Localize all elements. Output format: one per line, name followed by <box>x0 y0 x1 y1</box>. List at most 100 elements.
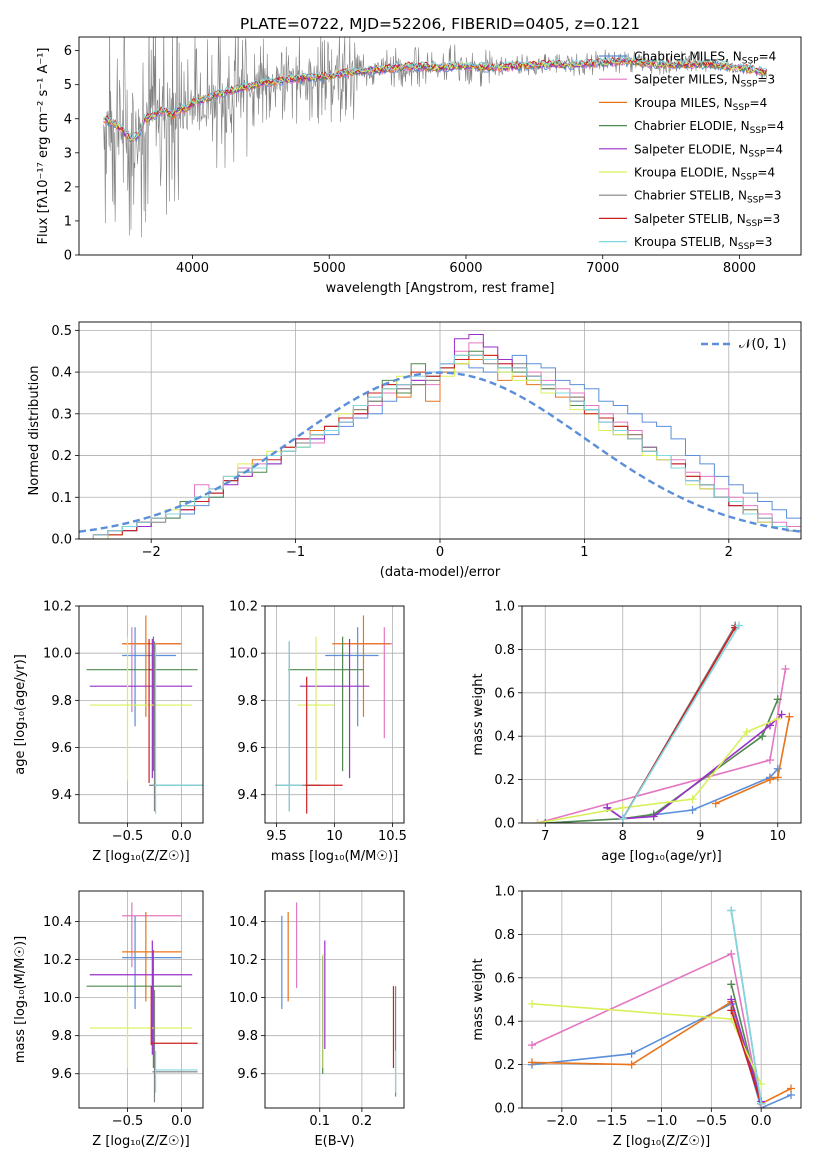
y-tick-label: 10.0 <box>43 991 72 1006</box>
y-tick-label: 0.6 <box>494 971 515 986</box>
axes-frame <box>264 605 405 824</box>
y-tick-label: 9.6 <box>237 1067 258 1082</box>
y-tick-label: 9.8 <box>237 694 258 709</box>
plot-area-mass_vs_Z <box>86 902 198 1103</box>
legend-label-sub: SSP <box>741 80 758 90</box>
legend-label-main: Salpeter ELODIE, N <box>634 142 748 156</box>
legend-label-main: Salpeter STELIB, N <box>634 212 746 226</box>
legend-label-tail: =4 <box>750 96 768 110</box>
weight-marker <box>727 906 736 915</box>
y-tick-label: 10.0 <box>229 991 258 1006</box>
y-tick-label: 9.8 <box>51 1029 72 1044</box>
legend-label: Salpeter ELODIE, NSSP=4 <box>634 142 783 159</box>
legend-label-sub: SSP <box>741 173 758 183</box>
axes-frame <box>521 890 802 1109</box>
weight-marker <box>766 775 774 784</box>
y-tick-label: 9.6 <box>51 1067 72 1082</box>
weight-marker <box>688 795 697 804</box>
weight-marker <box>787 1084 796 1093</box>
y-tick-label: 0.0 <box>494 817 515 832</box>
plot-area-residuals <box>79 334 801 539</box>
y-axis-label: Flux [fλ10⁻¹⁷ erg cm⁻² s⁻¹ A⁻¹] <box>36 48 51 245</box>
weight-marker <box>757 1099 766 1108</box>
y-tick-label: 9.8 <box>51 694 72 709</box>
x-tick-label: 0.2 <box>352 1114 373 1129</box>
y-axis-label: mass weight <box>471 958 486 1040</box>
weight-marker <box>785 712 794 721</box>
y-tick-label: 6 <box>64 44 72 59</box>
legend-label: Chabrier STELIB, NSSP=3 <box>634 189 782 206</box>
axes-frame <box>78 36 802 256</box>
y-tick-label: 9.4 <box>237 788 258 803</box>
y-tick-label: 0.6 <box>494 686 515 701</box>
weight-marker <box>527 1041 536 1050</box>
x-axis-label: age [log₁₀(age/yr)] <box>601 849 722 864</box>
weight-marker <box>618 803 627 812</box>
residuals-legend: 𝒩(0, 1) <box>701 337 786 352</box>
x-axis-label: mass [log₁₀(M/M☉)] <box>271 849 398 864</box>
x-tick-label: 5000 <box>313 261 346 276</box>
weight-marker <box>773 773 782 782</box>
y-tick-label: 0.8 <box>494 928 515 943</box>
x-tick-label: 6000 <box>449 261 482 276</box>
panel-residuals: −2 −1 0 1 2 0.0 0.1 0.2 0.3 0.4 0.5 (data-model)/er… <box>27 321 802 580</box>
legend-label-tail: =3 <box>763 212 781 226</box>
x-tick-label: −1 <box>286 545 305 560</box>
weight-line <box>545 698 779 823</box>
legend-label: Salpeter MILES, NSSP=3 <box>634 73 775 90</box>
y-tick-label: 0.0 <box>51 533 72 548</box>
x-tick-label: −2 <box>142 545 161 560</box>
plot-area-spectrum <box>103 37 767 238</box>
x-tick-label: 8 <box>619 829 627 844</box>
x-tick-label: 0.0 <box>751 1114 772 1129</box>
weight-marker <box>627 1049 636 1058</box>
y-tick-label: 10.2 <box>43 600 72 615</box>
x-tick-label: 2 <box>725 545 733 560</box>
legend-label-tail: =4 <box>759 50 777 64</box>
legend-label: Kroupa STELIB, NSSP=3 <box>634 235 772 252</box>
y-tick-label: 10.2 <box>229 953 258 968</box>
panel-age_vs_Z: −0.5 0.0 9.4 9.6 9.8 10.0 10.2 Z [log₁₀(Z/Z☉)] a… <box>13 600 204 864</box>
plot-area-age_vs_Z <box>86 615 203 814</box>
weight-line <box>537 718 779 823</box>
legend-label-tail: =3 <box>764 189 782 203</box>
legend-label-main: Kroupa ELODIE, N <box>634 166 741 180</box>
x-tick-label: 7 <box>541 829 549 844</box>
weight-line <box>531 1003 762 1085</box>
y-tick-label: 10.4 <box>229 915 258 930</box>
axes-frame <box>78 890 204 1109</box>
x-tick-label: 0.1 <box>309 1114 330 1129</box>
legend-label-main: Salpeter MILES, N <box>634 73 741 87</box>
legend-label: Salpeter STELIB, NSSP=3 <box>634 212 780 229</box>
x-tick-label: 10 <box>326 829 343 844</box>
legend-label-sub: SSP <box>748 149 765 159</box>
x-tick-label: 4000 <box>176 261 209 276</box>
legend-label: Chabrier ELODIE, NSSP=4 <box>634 119 784 136</box>
legend-label-main: Chabrier STELIB, N <box>634 189 747 203</box>
y-tick-label: 5 <box>64 78 72 93</box>
x-tick-label: 10 <box>769 829 786 844</box>
x-axis-label: (data-model)/error <box>380 565 501 580</box>
y-tick-label: 1.0 <box>494 885 515 900</box>
weight-marker <box>541 819 550 823</box>
x-axis-label: Z [log₁₀(Z/Z☉)] <box>92 1134 189 1149</box>
x-axis-label: wavelength [Angstrom, rest frame] <box>326 281 555 296</box>
y-tick-label: 3 <box>64 146 72 161</box>
x-tick-label: 9.5 <box>266 829 287 844</box>
legend-label-tail: =4 <box>757 166 775 180</box>
panel-weight_vs_age: 7 8 9 10 0.0 0.2 0.4 0.6 0.8 1.0 age [log₁₀(age/yr… <box>471 600 802 864</box>
legend-label-tail: =3 <box>755 235 773 249</box>
legend-label: Kroupa MILES, NSSP=4 <box>634 96 767 113</box>
y-tick-label: 9.8 <box>237 1029 258 1044</box>
weight-marker <box>777 710 786 719</box>
axes-frame <box>78 605 204 824</box>
weight-marker <box>618 814 627 823</box>
y-tick-label: 0.2 <box>494 773 515 788</box>
weight-marker <box>766 756 774 765</box>
y-tick-label: 1.0 <box>494 600 515 615</box>
legend-label-tail: =3 <box>757 73 775 87</box>
x-tick-label: −0.5 <box>112 1114 144 1129</box>
legend-label: Kroupa ELODIE, NSSP=4 <box>634 166 775 183</box>
weight-marker <box>727 949 736 958</box>
